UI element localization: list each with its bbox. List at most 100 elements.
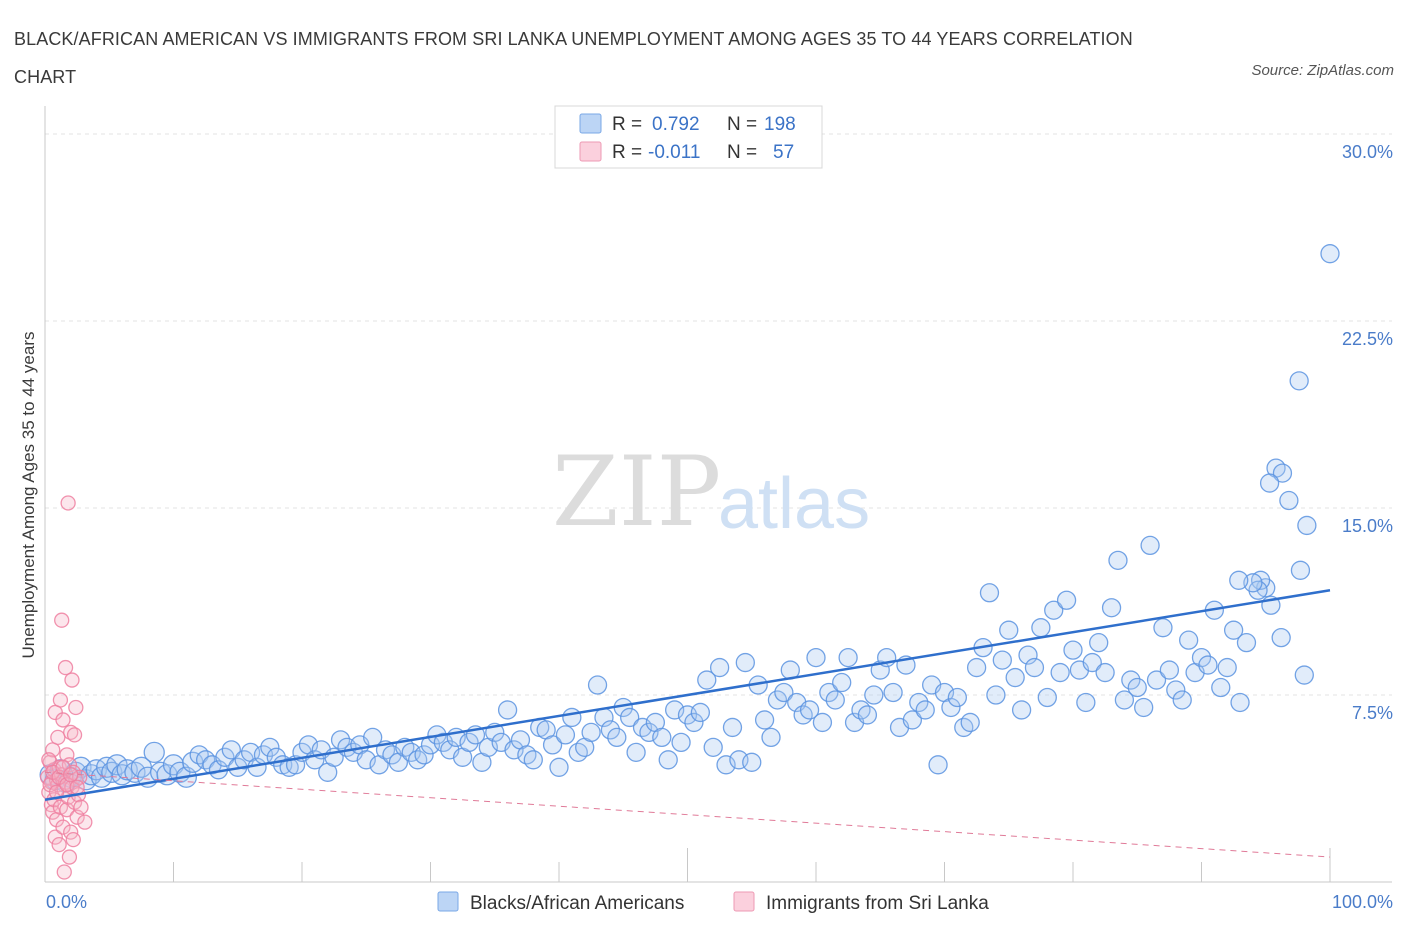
blacks-point-123 [812, 712, 833, 733]
legend-r-label-2: R = [612, 142, 642, 163]
blacks-point-168 [1101, 598, 1122, 618]
blacks-point-extra-4 [1259, 473, 1280, 493]
blacks-point-139 [915, 700, 935, 720]
blacks-point-extra-13 [1229, 570, 1249, 590]
blacks-point-extra-14 [1236, 632, 1257, 653]
srilanka-point-38 [65, 831, 81, 848]
blacks-point-160 [1050, 662, 1070, 683]
blacks-point-121 [799, 700, 820, 720]
blacks-point-174 [1140, 535, 1160, 556]
bottom-legend: Blacks/African Americans Immigrants from… [437, 891, 989, 914]
srilanka-point-15 [51, 836, 67, 853]
blacks-point-91 [607, 727, 627, 748]
srilanka-point-55 [69, 779, 85, 795]
blacks-point-98 [652, 727, 672, 748]
blacks-point-extra-0 [1320, 244, 1340, 264]
blacks-point-83 [555, 725, 576, 745]
blacks-point-180 [1179, 630, 1199, 650]
srilanka-point-19 [54, 612, 70, 628]
blacks-point-extra-3 [1272, 463, 1293, 483]
blacks-point-extra-7 [1290, 560, 1311, 580]
blacks-point-169 [1108, 550, 1128, 571]
blacks-point-129 [851, 700, 871, 720]
srilanka-point-24 [56, 864, 72, 880]
blacks-point-112 [742, 752, 762, 772]
blacks-point-146 [960, 712, 980, 733]
blacks-point-extra-1 [1289, 371, 1309, 391]
y-axis-label: Unemployment Among Ages 35 to 44 years [19, 332, 38, 659]
blacks-point-68 [459, 732, 479, 753]
blacks-point-122 [806, 647, 826, 668]
blacks-point-152 [999, 620, 1019, 640]
blacks-point-26 [189, 745, 209, 765]
blacks-point-37 [260, 737, 280, 758]
blacks-point-61 [414, 745, 434, 765]
source-label: Source: ZipAtlas.com [1251, 62, 1394, 79]
blacks-point-188 [1230, 692, 1250, 713]
blacks-point-137 [902, 710, 923, 730]
srilanka-point-41 [68, 699, 84, 716]
blacks-point-186 [1217, 657, 1237, 678]
x-tick-label-1: 100.0% [1332, 892, 1393, 912]
blacks-point-151 [992, 650, 1012, 670]
blacks-point-101 [671, 732, 691, 753]
watermark-zip: ZIP [552, 436, 721, 548]
x-tick-labels: 0.0% 100.0% [46, 892, 1393, 912]
srilanka-point-13 [50, 729, 66, 746]
bottom-legend-srilanka: Immigrants from Sri Lanka [766, 893, 989, 914]
legend-r-value-2: -0.011 [648, 142, 700, 163]
blacks-point-117 [774, 682, 794, 703]
legend-swatch-pink [579, 141, 602, 162]
srilanka-point-9 [47, 829, 63, 845]
blacks-point-167 [1095, 662, 1115, 683]
legend-n-label-1: N = [727, 114, 757, 135]
blacks-point-165 [1082, 652, 1102, 673]
blacks-point-175 [1146, 670, 1167, 690]
blacks-point-125 [825, 690, 845, 710]
blacks-point-147 [966, 657, 987, 678]
blacks-point-81 [542, 735, 563, 755]
blacks-point-127 [838, 647, 858, 668]
legend-box: R = 0.792 N = 198 R = -0.011 N = 57 [554, 105, 823, 169]
srilanka-point-31 [61, 849, 78, 865]
blacks-point-extra-11 [1243, 573, 1263, 593]
blacks-point-48 [330, 730, 351, 750]
blacks-point-178 [1166, 680, 1186, 700]
bottom-legend-swatch-blue [437, 891, 459, 912]
blacks-point-85 [568, 742, 588, 762]
bottom-legend-swatch-pink [733, 891, 755, 912]
blacks-point-10 [90, 766, 113, 788]
blacks-point-126 [832, 672, 852, 693]
bottom-legend-blacks: Blacks/African Americans [470, 893, 684, 914]
blacks-point-114 [754, 710, 775, 730]
blacks-point-extra-15 [1271, 628, 1291, 648]
srilanka-point-46 [73, 799, 89, 815]
blacks-point-99 [658, 750, 678, 770]
blacks-point-176 [1153, 618, 1173, 638]
blacks-point-105 [697, 670, 717, 690]
blacks-point-116 [767, 690, 788, 710]
legend-swatch-blue [579, 113, 602, 134]
blacks-point-111 [735, 652, 755, 673]
blacks-point-19 [143, 741, 165, 763]
blacks-point-161 [1056, 590, 1077, 610]
srilanka-point-56 [77, 814, 93, 830]
blacks-point-144 [947, 687, 967, 708]
blacks-point-143 [941, 697, 961, 718]
blacks-point-115 [761, 727, 781, 748]
blacks-point-150 [986, 685, 1006, 705]
blacks-point-77 [517, 745, 537, 765]
blacks-point-27 [195, 750, 216, 770]
legend-n-value-2: 57 [773, 142, 794, 163]
blacks-point-162 [1063, 640, 1083, 660]
blacks-point-106 [703, 737, 723, 758]
srilanka-point-29 [60, 495, 76, 511]
blacks-point-60 [407, 750, 428, 770]
legend-n-value-1: 198 [764, 114, 796, 135]
blacks-point-120 [793, 705, 813, 725]
srilanka-point-25 [57, 659, 74, 676]
srilanka-point-50 [48, 784, 65, 800]
blacks-point-130 [857, 705, 878, 725]
srilanka-point-21 [55, 819, 71, 835]
series-srilanka-points [39, 495, 93, 880]
